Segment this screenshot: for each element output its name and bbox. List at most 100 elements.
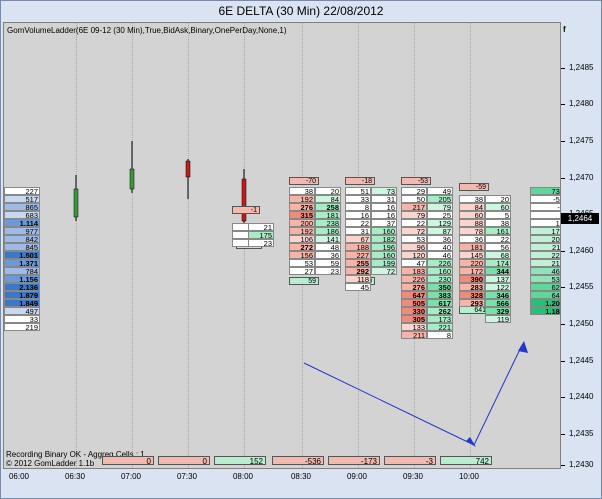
ladder-cell: 283 [459,283,485,291]
ladder-cell: 36 [427,235,453,243]
time-label: 07:00 [120,472,142,481]
ladder-cell: 16 [371,203,397,211]
ladder-cell: 262 [427,307,453,315]
ladder-cell: 119 [485,315,511,323]
ladder-cell: 48 [315,243,341,251]
arrow-head [466,437,476,447]
ladder-cell: 5 [485,211,511,219]
f-icon[interactable]: f [563,25,566,34]
ladder-cell: 8 [427,331,453,339]
delta-cell: 152 [214,456,266,466]
ladder-cell: 170 [530,227,560,235]
ladder-cell: 53 [401,235,427,243]
delta-cell: -173 [328,456,380,466]
ladder-cell: 88 [459,219,485,227]
ladder-cell: 505 [401,299,427,307]
ladder-cell: 53 [289,259,315,267]
bar-delta-box: -18 [345,177,375,185]
ladder-cell: 31 [371,195,397,203]
price-label: 1,2460 [569,246,594,255]
ladder-cell: 118 [345,275,371,283]
ladder-cell: 865 [4,203,40,211]
delta-cell: -536 [272,456,324,466]
ladder-cell: 845 [4,243,40,251]
ladder-cell: 50 [401,195,427,203]
ladder-cell: 211 [530,243,560,251]
ladder-cell: 60 [485,203,511,211]
ladder-cell: 196 [371,243,397,251]
ladder-cell: 211 [401,331,427,339]
ladder-cell: 25 [427,211,453,219]
ladder-cell: 192 [289,227,315,235]
ladder-cell: 33 [345,195,371,203]
time-label: 08:00 [232,472,254,481]
ladder-cell: 468 [530,267,560,275]
ladder-cell: 272 [289,243,315,251]
ladder-cell: 305 [401,315,427,323]
ladder-cell: 977 [4,227,40,235]
ladder-cell: 122 [485,283,511,291]
ladder-cell: 51 [345,187,371,195]
ladder-cell: 14 [530,219,560,227]
ladder-cell: 181 [459,243,485,251]
ladder-cell: 217 [401,203,427,211]
ladder-cell: 84 [315,195,341,203]
ladder-cell: 20 [485,195,511,203]
ladder-cell: 106 [289,235,315,243]
ladder-cell: 390 [459,275,485,283]
ladder-cell: 683 [4,211,40,219]
bar-delta-box: -59 [459,183,489,191]
ladder-cell: 173 [427,315,453,323]
ladder-cell: 23 [248,239,274,247]
ladder-cell: 255 [345,259,371,267]
ladder-cell: 87 [427,227,453,235]
ladder-cell: 27 [289,267,315,275]
candle [185,160,191,178]
ladder-cell: 67 [345,235,371,243]
ladder-cell: 133 [401,323,427,331]
ladder-cell: 200 [289,219,315,227]
ladder-cell: 1,849 [4,299,40,307]
ladder-cell: 160 [427,267,453,275]
ladder-cell: 46 [427,251,453,259]
status-line-1: Recording Binary OK - Aggreg Cells : 1 [6,450,145,459]
candle [129,168,135,190]
ladder-cell: 137 [485,275,511,283]
ladder-cell: 188 [345,243,371,251]
price-label: 1,2440 [569,392,594,401]
ladder-cell: 174 [485,259,511,267]
ladder-cell: 2,136 [4,283,40,291]
bar-delta-box: -1 [232,206,260,214]
ladder-cell: 738 [530,187,560,195]
ladder-cell: 186 [315,227,341,235]
arrow-head [518,341,528,353]
gridline [132,23,133,468]
ladder-cell: 1,209 [530,299,560,307]
ladder-cell: 79 [427,203,453,211]
ladder-cell: 160 [371,227,397,235]
ladder-cell: 36 [459,235,485,243]
ladder-cell: 617 [427,299,453,307]
ladder-cell: 226 [401,275,427,283]
ladder-cell: 23 [315,267,341,275]
status-line-2: © 2012 GomLadder 1.1b [6,459,95,468]
price-label: 1,2445 [569,356,594,365]
ladder-cell: 49 [427,187,453,195]
ladder-cell: 292 [345,267,371,275]
ladder-cell: 129 [427,219,453,227]
plot-area[interactable]: GomVolumeLadder(6E 09-12 (30 Min),True,B… [3,22,561,469]
current-price-marker: 1,2464 [561,213,599,224]
ladder-cell: 1,879 [4,291,40,299]
ladder-cell: 276 [289,203,315,211]
ladder-cell: 219 [4,323,40,331]
time-label: 07:30 [176,472,198,481]
ladder-cell: 68 [485,251,511,259]
price-tick [561,434,565,435]
ladder-cell: 0 [530,211,560,219]
ladder-cell: 842 [4,235,40,243]
ladder-cell: 346 [485,291,511,299]
ladder-cell: 8 [345,203,371,211]
price-tick [561,465,565,466]
price-label: 1,2480 [569,99,594,108]
